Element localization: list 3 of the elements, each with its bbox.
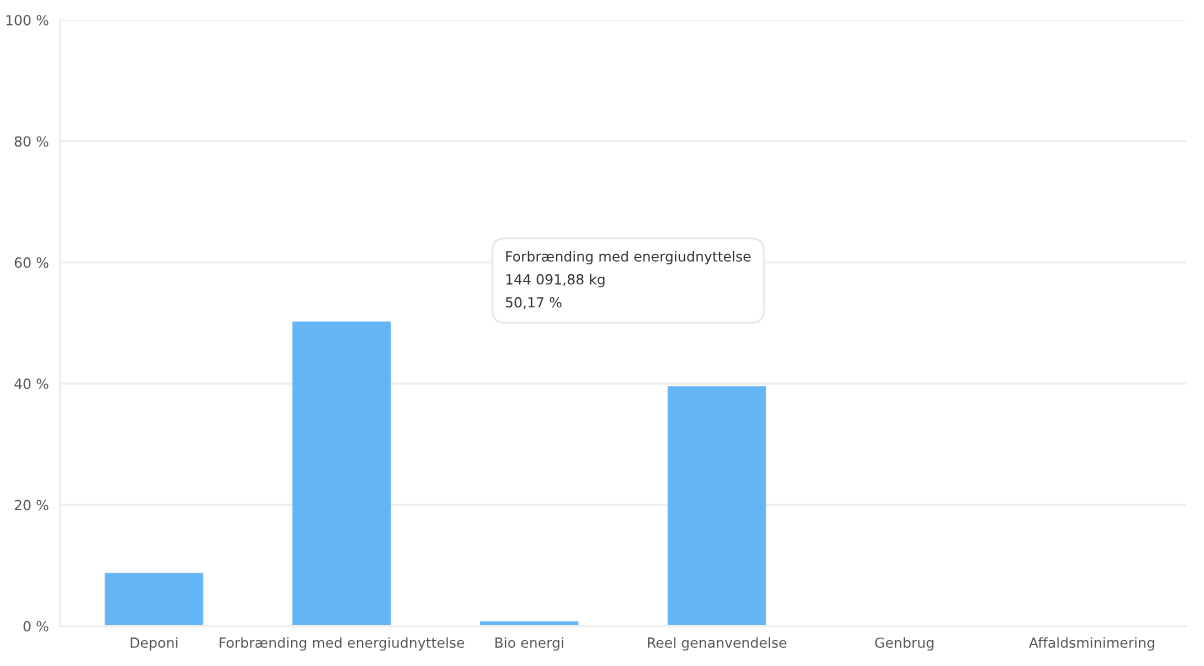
bar [667,386,767,627]
bar [292,321,391,627]
bar [104,572,204,627]
